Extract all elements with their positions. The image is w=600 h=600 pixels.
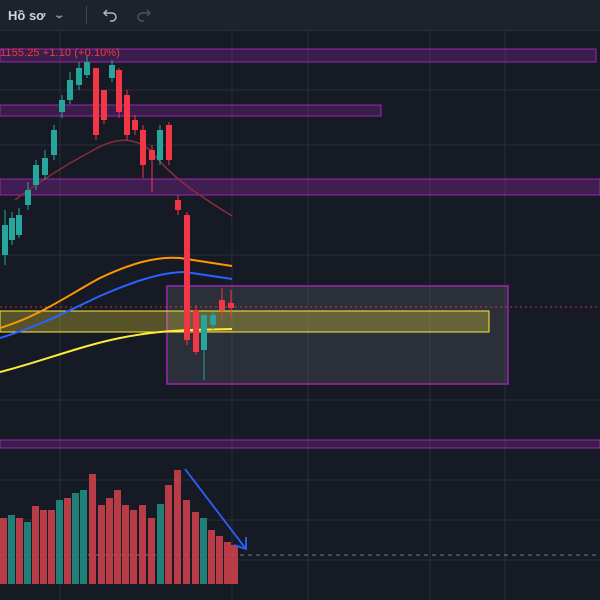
candle-body xyxy=(166,125,172,160)
volume-bar xyxy=(148,518,155,584)
price-chart[interactable] xyxy=(0,30,600,600)
candle-body xyxy=(124,95,130,135)
candle-body xyxy=(51,130,57,155)
candle-body xyxy=(219,300,225,310)
volume-bar xyxy=(89,474,96,584)
chevron-down-icon: ⌄ xyxy=(53,9,66,21)
volume-bar xyxy=(72,493,79,584)
separator-zone[interactable] xyxy=(0,439,600,449)
volume-bar xyxy=(139,505,146,584)
volume-bar xyxy=(165,485,172,584)
volume-bar xyxy=(48,510,55,584)
candle-body xyxy=(201,315,207,350)
volume-bar xyxy=(56,500,63,584)
moving-average-yellow xyxy=(0,328,233,373)
arrow-head-icon xyxy=(233,537,247,551)
volume-bar xyxy=(216,536,223,584)
volume-series xyxy=(0,470,238,584)
candle-body xyxy=(140,130,146,165)
volume-bar xyxy=(98,505,105,584)
candle-body xyxy=(93,68,99,135)
volume-bar xyxy=(157,504,164,584)
candle-body xyxy=(193,310,199,352)
volume-bar xyxy=(183,500,190,584)
volume-bar xyxy=(106,498,113,584)
volume-bar xyxy=(231,545,238,584)
candle-body xyxy=(132,120,138,130)
candle-body xyxy=(2,225,8,255)
undo-icon xyxy=(102,9,117,22)
volume-bar xyxy=(24,522,31,584)
redo-button[interactable] xyxy=(131,2,157,28)
volume-bar xyxy=(8,515,15,584)
volume-bar xyxy=(114,490,121,584)
moving-average-orange xyxy=(0,256,233,329)
volume-bar xyxy=(200,518,207,584)
candle-body xyxy=(228,303,234,308)
volume-bar xyxy=(122,505,129,584)
profile-menu-button[interactable]: Hồ sơ ⌄ xyxy=(0,0,72,30)
volume-bar xyxy=(130,510,137,584)
candle-body xyxy=(175,200,181,210)
moving-average-blue xyxy=(0,270,233,339)
volume-bar xyxy=(0,518,7,584)
volume-bar xyxy=(192,512,199,584)
profile-label: Hồ sơ xyxy=(8,7,46,23)
candle-body xyxy=(9,218,15,240)
toolbar-divider xyxy=(85,6,87,24)
volume-bar xyxy=(40,510,47,584)
moving-average-red xyxy=(14,139,233,217)
candle-body xyxy=(149,150,155,160)
candle-body xyxy=(157,130,163,160)
candle-body xyxy=(67,80,73,100)
price-change-readout: 1155.25 +1.10 (+0.10%) xyxy=(0,47,121,59)
volume-bar xyxy=(174,470,181,584)
candle-body xyxy=(101,90,107,120)
candle-body xyxy=(42,158,48,175)
resistance-zone-upper[interactable] xyxy=(0,104,382,117)
candle-body xyxy=(84,62,90,75)
candle-body xyxy=(210,315,216,325)
volume-bar xyxy=(64,498,71,584)
candle-body xyxy=(33,165,39,185)
consolidation-box[interactable] xyxy=(166,285,509,385)
candlestick-series xyxy=(2,55,234,380)
candle-body xyxy=(109,65,115,78)
candle-body xyxy=(184,215,190,340)
resistance-zone-middle[interactable] xyxy=(0,178,600,196)
candle-body xyxy=(59,100,65,112)
resistance-zone-top[interactable] xyxy=(0,48,597,63)
trend-arrow-line[interactable] xyxy=(184,468,247,550)
volume-bar xyxy=(32,506,39,584)
support-zone-yellow[interactable] xyxy=(0,310,490,333)
top-toolbar: Hồ sơ ⌄ xyxy=(0,0,600,31)
undo-button[interactable] xyxy=(97,2,123,28)
candle-body xyxy=(16,215,22,235)
candle-body xyxy=(116,70,122,112)
candle-body xyxy=(25,190,31,205)
volume-bar xyxy=(224,542,231,584)
candle-body xyxy=(76,68,82,85)
volume-bar xyxy=(16,518,23,584)
redo-icon xyxy=(137,9,151,22)
volume-bar xyxy=(208,530,215,584)
volume-bar xyxy=(80,490,87,584)
